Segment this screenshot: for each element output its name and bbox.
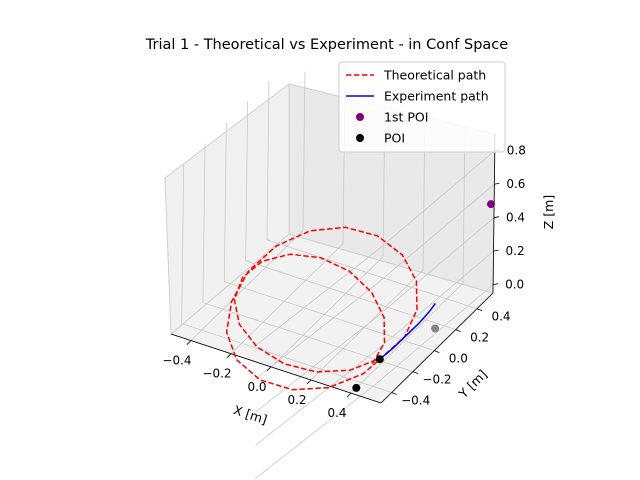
data-series (225, 226, 437, 391)
experiment-path-line (379, 302, 437, 360)
y-tick-label: −0.4 (401, 394, 430, 408)
y-grid-line (266, 80, 478, 310)
poi-marker (431, 324, 440, 333)
z-tick-label: 0.0 (505, 278, 524, 292)
z-tick-label: 0.2 (506, 244, 525, 258)
y-axis-label: Y [m] (455, 367, 490, 402)
grid-lines (181, 71, 496, 479)
y-grid-line (202, 143, 414, 372)
x-tick (266, 366, 272, 372)
x-tick-label: −0.4 (162, 354, 191, 368)
x-tick (306, 379, 312, 385)
x-tick-label: 0.4 (327, 406, 346, 420)
legend-label: Theoretical path (383, 68, 486, 83)
z-tick-label: 0.6 (506, 177, 525, 191)
y-axis-line (380, 292, 494, 404)
poi-marker (352, 383, 361, 392)
z-grid-line (254, 284, 494, 479)
z-tick (493, 249, 499, 252)
y-tick (391, 392, 397, 395)
x-grid-line (310, 110, 426, 381)
x-axis-line (170, 333, 382, 404)
legend-first-poi-swatch (356, 113, 364, 121)
x-tick (346, 392, 352, 398)
legend-label: POI (384, 131, 405, 146)
axis-edges (170, 133, 496, 404)
y-grid-line (223, 122, 435, 351)
y-tick (476, 308, 483, 312)
chart-title: Trial 1 - Theoretical vs Experiment - in… (145, 37, 508, 53)
y-tick (455, 329, 461, 333)
y-tick (412, 371, 419, 374)
tick-marks (186, 149, 500, 398)
z-tick (493, 216, 500, 219)
z-grid-line (256, 150, 496, 346)
z-axis-line (492, 133, 496, 294)
z-grid-line (256, 183, 495, 379)
x-tick-label: 0.0 (247, 380, 266, 394)
tick-labels: −0.4−0.20.00.20.4−0.4−0.20.00.20.40.00.2… (162, 144, 525, 420)
poi-marker (375, 355, 384, 364)
poi-markers (352, 200, 495, 392)
first-poi-marker (487, 200, 495, 209)
x-grid-line (190, 71, 306, 341)
legend-label: Experiment path (384, 89, 489, 104)
y-grid-line (181, 164, 392, 393)
y-tick (434, 350, 440, 353)
x-tick-label: 0.2 (287, 393, 306, 407)
y-tick-label: 0.4 (491, 310, 510, 324)
y-tick-label: 0.2 (470, 331, 489, 345)
legend-poi-swatch (356, 134, 364, 142)
x-tick (226, 353, 232, 358)
y-grid-line (245, 101, 456, 331)
z-tick (494, 182, 500, 185)
x-tick (186, 340, 192, 345)
z-axis-label: Z [m] (541, 195, 556, 229)
z-tick-label: 0.4 (506, 211, 525, 225)
legend: Theoretical path Experiment path 1st POI PO… (338, 61, 506, 153)
x-tick-label: −0.2 (202, 367, 231, 381)
legend-label: 1st POI (384, 110, 428, 125)
legend-box (338, 61, 506, 153)
z-grid-line (255, 217, 495, 412)
y-tick-label: 0.0 (449, 352, 468, 366)
z-grid-line (255, 250, 494, 446)
z-tick (493, 283, 499, 286)
z-tick-label: 0.8 (507, 144, 526, 158)
x-grid-line (350, 124, 466, 394)
y-tick-label: −0.2 (422, 373, 451, 387)
